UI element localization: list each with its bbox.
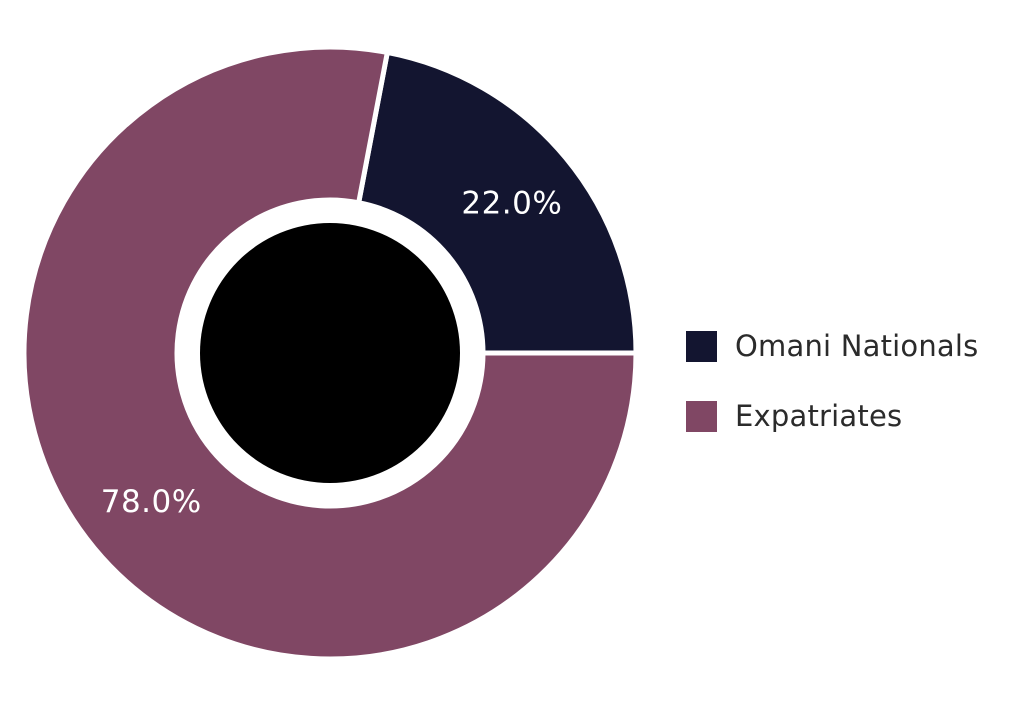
slice-labels: 22.0% 78.0% xyxy=(101,186,562,520)
donut-center-disc xyxy=(200,223,460,483)
legend-label-omani-nationals: Omani Nationals xyxy=(735,329,979,363)
legend-item-omani-nationals: Omani Nationals xyxy=(686,326,978,366)
slice-label-expatriates: 78.0% xyxy=(101,484,202,520)
chart-legend: Omani Nationals Expatriates xyxy=(686,326,978,466)
donut-chart: 22.0% 78.0% xyxy=(24,47,636,659)
legend-swatch-omani-nationals xyxy=(686,330,717,362)
legend-item-expatriates: Expatriates xyxy=(686,396,978,436)
slice-label-omani-nationals: 22.0% xyxy=(461,186,562,222)
legend-label-expatriates: Expatriates xyxy=(735,399,903,433)
legend-swatch-expatriates xyxy=(686,400,717,432)
